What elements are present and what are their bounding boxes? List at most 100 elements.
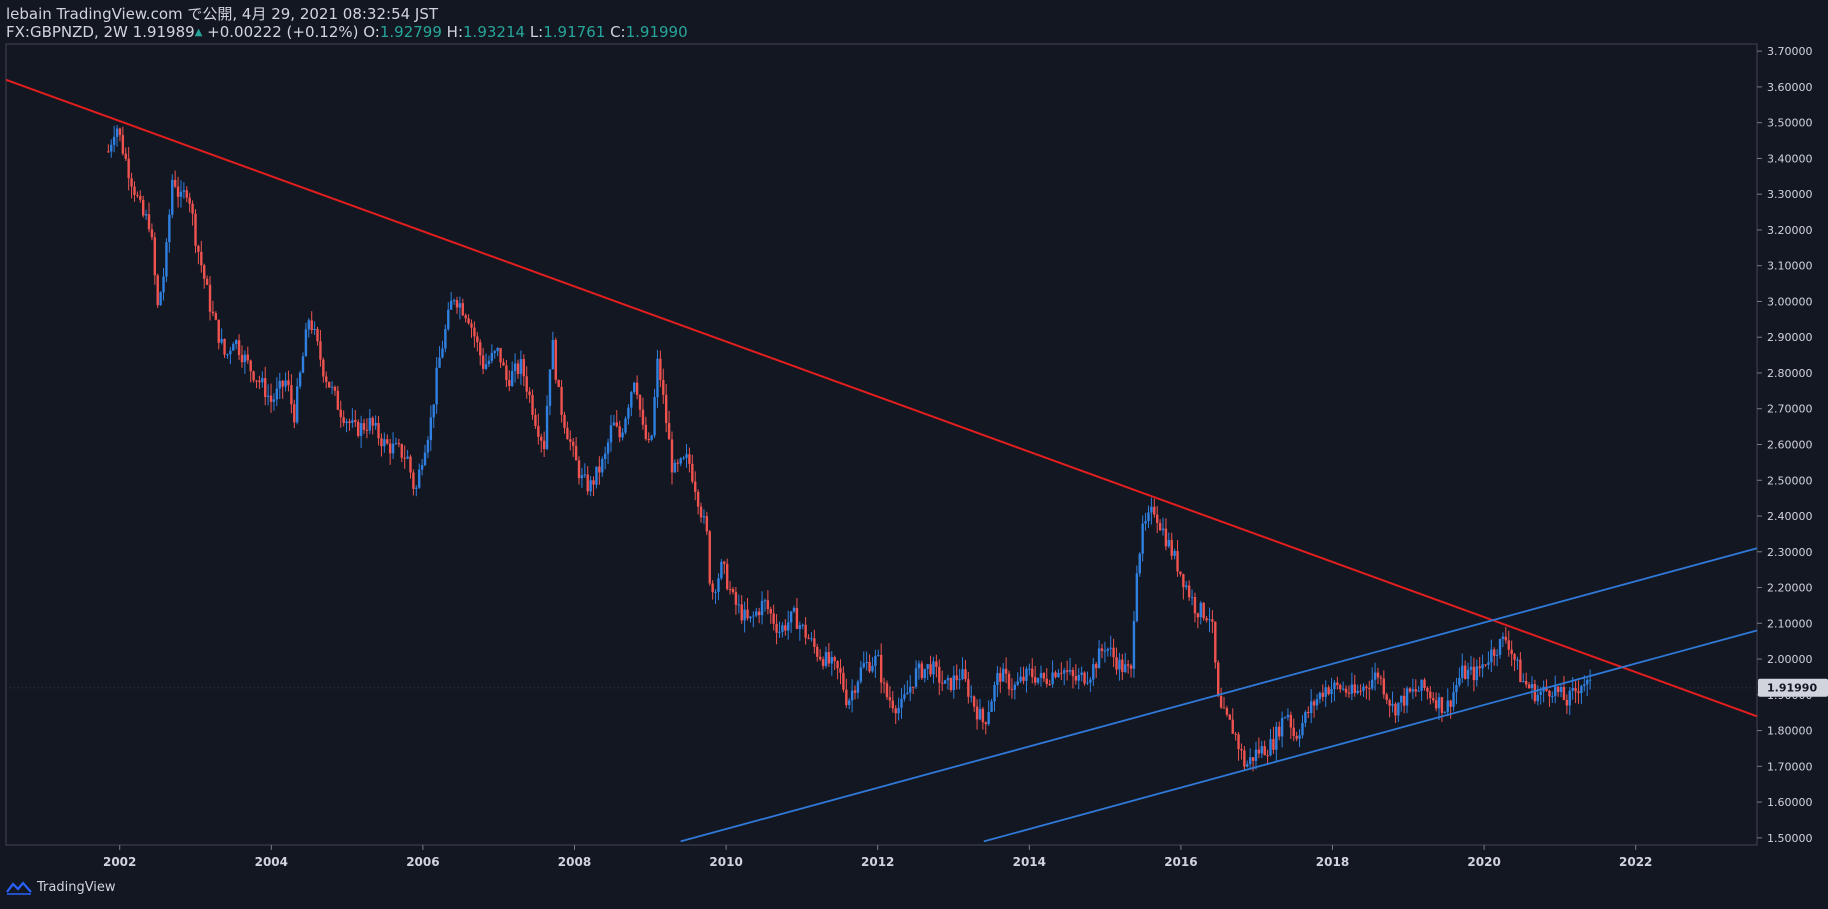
candle-body (1405, 688, 1409, 706)
candle-body (1269, 739, 1272, 756)
candle-body (359, 423, 363, 436)
candle-body (1196, 613, 1200, 618)
candle-body (932, 661, 935, 675)
time-tick-label: 2010 (709, 855, 742, 869)
candle-body (444, 329, 447, 349)
candle-body (1155, 514, 1159, 523)
candle-body (1057, 672, 1060, 678)
time-tick-label: 2018 (1316, 855, 1349, 869)
candle-body (237, 340, 241, 355)
candle-body (1423, 679, 1426, 689)
candle-body (1243, 750, 1246, 767)
candle-body (1234, 733, 1237, 735)
candle-body (938, 666, 941, 683)
candle-body (1370, 679, 1374, 689)
candle-body (1463, 665, 1467, 679)
candle-body (1214, 621, 1217, 663)
candle-body (1330, 689, 1333, 695)
time-tick-label: 2012 (861, 855, 894, 869)
candle-body (522, 359, 526, 377)
candle-body (1202, 602, 1205, 619)
candle-body (574, 445, 578, 461)
candle-body (1060, 672, 1063, 674)
candle-body (1298, 735, 1301, 739)
price-tick-label: 1.70000 (1767, 760, 1813, 773)
candle-body (749, 616, 752, 619)
candle-body (1205, 618, 1208, 621)
candle-body (298, 372, 302, 387)
drawn-trendlines[interactable] (5, 78, 1758, 843)
candle-body (926, 664, 929, 669)
candle-body (900, 698, 903, 708)
candle-body (772, 613, 775, 624)
candle-body (1437, 697, 1441, 709)
candle-body (374, 422, 377, 426)
candle-body (1574, 688, 1577, 692)
price-tick-label: 3.30000 (1767, 188, 1813, 201)
candle-body (746, 609, 749, 619)
candle-body (223, 338, 226, 355)
candle-body (1170, 539, 1173, 556)
candle-body (624, 418, 627, 433)
candle-body (548, 369, 552, 406)
candle-body (1289, 714, 1293, 728)
candle-body (1522, 681, 1525, 683)
candle-body (1187, 585, 1191, 598)
candle-body (1394, 703, 1397, 716)
candle-body (516, 363, 520, 374)
candle-body (1414, 689, 1417, 692)
close-label: C: (610, 23, 626, 41)
candle-body (458, 303, 462, 308)
candle-body (781, 625, 784, 632)
candle-body (877, 654, 880, 656)
candle-body (1141, 523, 1144, 554)
candle-body (592, 480, 595, 485)
candle-body (705, 516, 709, 532)
candle-body (1498, 639, 1502, 655)
candle-body (1097, 648, 1101, 669)
candle-body (903, 694, 906, 699)
candle-body (644, 424, 648, 439)
candle-body (333, 386, 337, 391)
candle-body (1080, 672, 1083, 676)
candle-body (1211, 619, 1214, 622)
candle-body (630, 392, 633, 408)
candle-body (940, 682, 944, 684)
candle-body (554, 339, 557, 380)
candle-body (1327, 687, 1330, 695)
candle-body (1315, 699, 1319, 706)
candle-body (487, 360, 491, 365)
candle-body (194, 213, 197, 246)
candle-body (859, 667, 863, 682)
candle-body (787, 622, 790, 631)
candle-body (978, 708, 982, 720)
candle-body (185, 190, 188, 198)
time-axis[interactable]: 2002 2004 2006 2008 2010 2012 2014 2016 2018 2020… (103, 845, 1652, 869)
price-axis[interactable]: 3.70000 3.60000 3.50000 3.40000 3.30000 3.200… (1757, 45, 1813, 845)
candle-body (493, 351, 496, 353)
candle-body (728, 589, 732, 591)
candle-body (699, 506, 703, 518)
close-value: 1.91990 (625, 23, 688, 41)
candle-body (406, 456, 409, 459)
candle-body (226, 354, 229, 356)
candle-body (1490, 649, 1493, 663)
candle-body (176, 186, 180, 197)
candle-body (1321, 692, 1325, 697)
candle-body (975, 706, 979, 720)
candle-body (205, 278, 209, 285)
price-tick-label: 2.70000 (1767, 403, 1813, 416)
candle-body (961, 669, 964, 680)
candle-body (569, 439, 572, 442)
candle-body (784, 625, 787, 631)
candle-body (295, 386, 299, 423)
candle-body (725, 563, 729, 590)
candle-body (1106, 648, 1110, 651)
candle-body (760, 600, 764, 616)
candle-body (798, 625, 802, 629)
candle-body (577, 460, 581, 479)
publish-info: lebain TradingView.com で公開, 4月 29, 2021 … (6, 5, 439, 23)
candle-body (618, 426, 621, 438)
candle-body (688, 454, 691, 464)
